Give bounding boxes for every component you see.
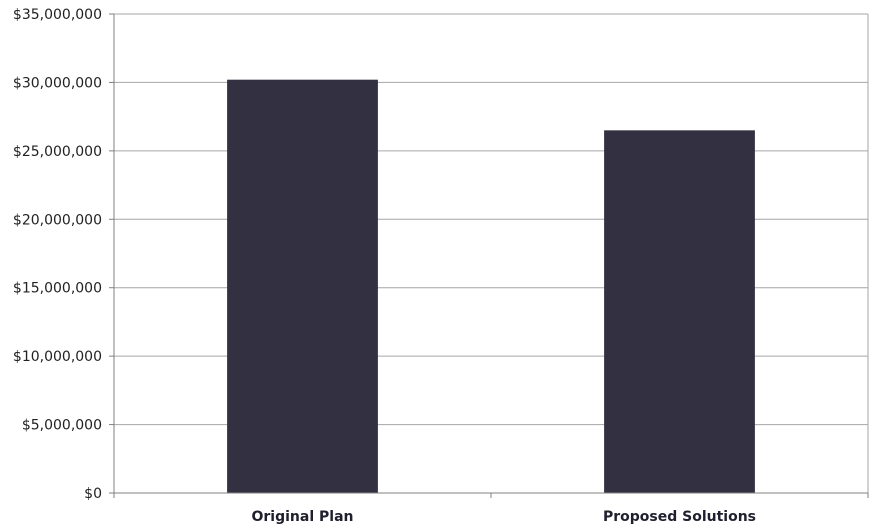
x-category-label: Original Plan bbox=[252, 509, 354, 525]
y-tick-label: $10,000,000 bbox=[13, 349, 102, 365]
category-labels: Original Plan Proposed Solutions bbox=[252, 509, 757, 525]
y-tick-label: $0 bbox=[84, 486, 102, 502]
y-tick-labels: $0 $5,000,000 $10,000,000 $15,000,000 $20,00… bbox=[13, 7, 102, 502]
y-tick-label: $15,000,000 bbox=[13, 281, 102, 297]
bars bbox=[227, 79, 755, 494]
y-tick-label: $5,000,000 bbox=[22, 418, 102, 434]
bar-proposed-solutions bbox=[604, 130, 755, 494]
y-tick-label: $20,000,000 bbox=[13, 212, 102, 228]
axes bbox=[109, 13, 869, 498]
x-category-label: Proposed Solutions bbox=[603, 509, 756, 525]
bar-original-plan bbox=[227, 79, 378, 493]
y-tick-label: $35,000,000 bbox=[13, 7, 102, 23]
y-tick-label: $30,000,000 bbox=[13, 75, 102, 91]
y-tick-label: $25,000,000 bbox=[13, 144, 102, 160]
